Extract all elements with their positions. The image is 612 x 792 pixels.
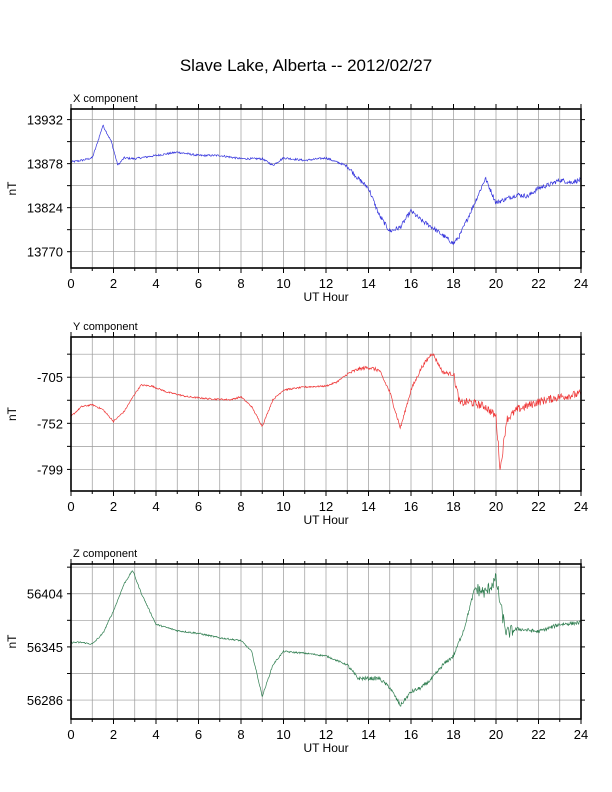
y-y-tick-label: -799 [37,462,63,477]
x-x-tick-label: 20 [489,276,503,291]
y-x-tick-label: 6 [195,499,202,514]
x-x-tick-label: 0 [67,276,74,291]
z-x-tick-label: 6 [195,727,202,742]
x-x-tick-label: 4 [152,276,159,291]
y-x-tick-label: 12 [319,499,333,514]
z-series-line [70,570,582,707]
y-x-tick-label: 0 [67,499,74,514]
z-y-tick-label: 56404 [27,587,63,602]
x-x-tick-label: 12 [319,276,333,291]
z-x-tick-label: 18 [446,727,460,742]
x-x-tick-label: 18 [446,276,460,291]
y-x-tick-label: 10 [276,499,290,514]
z-x-tick-label: 16 [404,727,418,742]
y-x-tick-label: 16 [404,499,418,514]
y-x-tick-label: 22 [531,499,545,514]
x-x-tick-label: 8 [237,276,244,291]
z-x-axis-label: UT Hour [303,741,348,755]
x-x-tick-label: 6 [195,276,202,291]
z-x-tick-label: 22 [531,727,545,742]
z-y-tick-label: 56345 [27,640,63,655]
z-x-tick-label: 14 [361,727,375,742]
x-series-line [70,124,582,246]
y-x-tick-label: 2 [110,499,117,514]
x-y-tick-label: 13932 [27,113,63,128]
x-y-tick-label: 13824 [27,201,63,216]
z-y-tick-label: 56286 [27,693,63,708]
z-x-tick-label: 2 [110,727,117,742]
z-panel-label: Z component [73,548,137,560]
x-x-tick-label: 24 [574,276,588,291]
y-y-axis-label: nT [5,406,19,421]
z-x-tick-label: 10 [276,727,290,742]
page-title: Slave Lake, Alberta -- 2012/02/27 [179,56,433,75]
z-x-tick-label: 8 [237,727,244,742]
z-x-tick-label: 4 [152,727,159,742]
x-x-tick-label: 2 [110,276,117,291]
y-series-line [70,353,582,470]
y-panel-label: Y component [73,321,138,333]
x-x-tick-label: 22 [531,276,545,291]
y-x-tick-label: 20 [489,499,503,514]
z-x-tick-label: 24 [574,727,588,742]
z-x-tick-label: 0 [67,727,74,742]
x-panel-label: X component [73,93,138,105]
x-y-axis-label: nT [5,181,19,196]
x-x-tick-label: 10 [276,276,290,291]
y-x-axis-label: UT Hour [303,513,348,527]
y-y-tick-label: -705 [37,370,63,385]
z-y-axis-label: nT [5,634,19,649]
x-x-tick-label: 16 [404,276,418,291]
y-x-tick-label: 24 [574,499,588,514]
x-x-tick-label: 14 [361,276,375,291]
z-x-tick-label: 12 [319,727,333,742]
y-x-tick-label: 18 [446,499,460,514]
x-y-tick-label: 13770 [27,245,63,260]
x-x-axis-label: UT Hour [303,290,348,304]
x-component-panel: 0 2 4 6 8 10 12 14 16 18 20 22 241377013824138781393… [5,93,588,304]
y-y-tick-label: -752 [37,416,63,431]
y-x-tick-label: 8 [237,499,244,514]
y-x-tick-label: 14 [361,499,375,514]
x-y-tick-label: 13878 [27,157,63,172]
y-x-tick-label: 4 [152,499,159,514]
z-x-tick-label: 20 [489,727,503,742]
